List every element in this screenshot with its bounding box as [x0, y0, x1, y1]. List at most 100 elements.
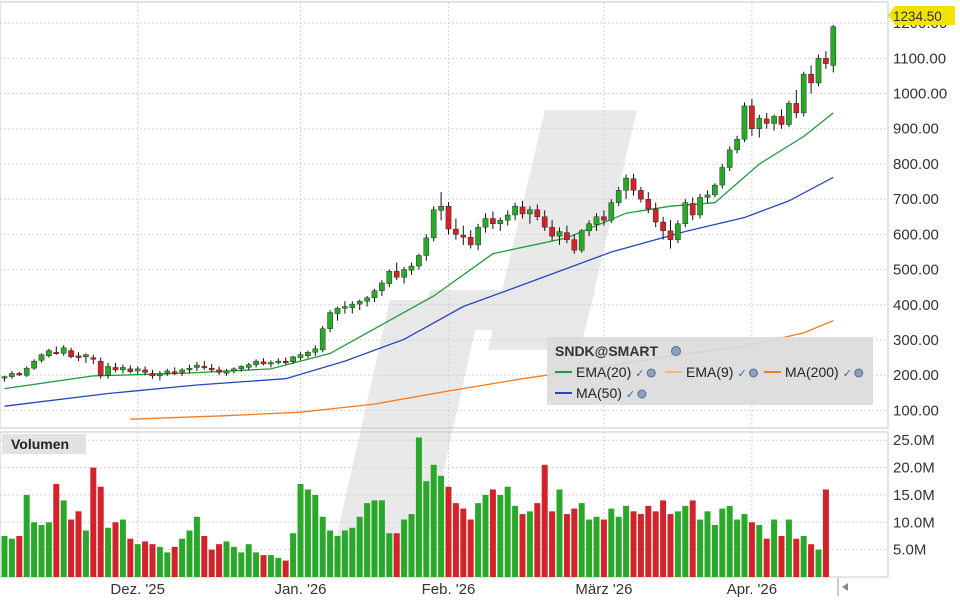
time-tick-label: März '26 — [575, 581, 632, 598]
candle — [97, 357, 104, 379]
candle — [194, 361, 200, 371]
candle — [815, 54, 822, 87]
volume-bar — [445, 486, 452, 577]
candle — [497, 217, 504, 231]
volume-bar — [623, 505, 630, 577]
scroll-right-icon[interactable] — [837, 578, 848, 596]
volume-bar — [800, 535, 807, 577]
legend-check-icon[interactable]: ✓ — [626, 389, 635, 401]
candle — [23, 366, 30, 377]
volume-bar — [785, 519, 792, 577]
legend-item[interactable]: MA(200) ✓ — [764, 364, 864, 380]
volume-bar — [682, 505, 689, 577]
legend-symbol: SNDK@SMART — [555, 343, 659, 359]
candle — [549, 220, 555, 241]
candle — [393, 262, 400, 281]
candle — [667, 220, 674, 249]
candle — [208, 363, 215, 373]
legend-settings-icon[interactable] — [854, 368, 864, 378]
volume-bar — [364, 503, 371, 577]
candle — [105, 362, 111, 379]
legend-item[interactable]: MA(50) ✓ — [555, 385, 647, 401]
volume-bar — [245, 544, 252, 577]
volume-tick-label: 5.0M — [893, 542, 926, 559]
volume-bar — [556, 489, 563, 577]
legend-panel: SNDK@SMART EMA(20) ✓ EMA(9) ✓ MA(200) ✓MA(50)… — [547, 337, 873, 405]
price-tick-label: 800.00 — [893, 156, 939, 173]
candle — [282, 357, 289, 365]
symbol-settings-icon[interactable] — [671, 346, 681, 356]
legend-settings-icon[interactable] — [748, 368, 758, 378]
volume-bar — [371, 500, 378, 577]
time-tick-label: Jan. '26 — [274, 581, 326, 598]
candle — [763, 112, 770, 129]
volume-tick-label: 20.0M — [893, 460, 935, 477]
volume-bar — [238, 552, 245, 577]
candle — [615, 186, 622, 207]
volume-bar — [793, 538, 800, 577]
volume-bar — [741, 514, 748, 577]
candle — [164, 368, 171, 376]
volume-bar — [134, 544, 141, 577]
volume-bar — [719, 508, 726, 577]
volume-bar — [667, 514, 674, 577]
volume-bar — [571, 508, 578, 577]
candle — [46, 348, 52, 358]
volume-bar — [519, 514, 526, 577]
candle — [519, 200, 526, 219]
candle — [741, 102, 748, 143]
candle — [778, 109, 785, 129]
candle — [179, 368, 185, 376]
legend-check-icon[interactable]: ✓ — [635, 368, 644, 380]
volume-bar — [75, 511, 82, 577]
candle — [652, 202, 659, 228]
candle — [223, 368, 230, 376]
price-tick-label: 300.00 — [893, 332, 939, 349]
volume-bar — [97, 486, 104, 577]
candle — [142, 366, 148, 376]
volume-bar — [119, 519, 126, 577]
volume-bar — [615, 516, 622, 577]
volume-bar — [60, 500, 67, 577]
volume-bar — [378, 500, 385, 577]
candle — [260, 358, 267, 366]
candle — [171, 367, 178, 376]
legend-item[interactable]: EMA(9) ✓ — [665, 364, 758, 380]
legend-settings-icon[interactable] — [646, 368, 656, 378]
volume-bar — [149, 544, 156, 577]
volume-title-box: Volumen — [2, 434, 86, 454]
price-tick-label: 700.00 — [893, 191, 939, 208]
candle — [334, 306, 341, 321]
volume-bar — [512, 505, 519, 577]
price-tick-label: 400.00 — [893, 297, 939, 314]
legend-check-icon[interactable]: ✓ — [843, 368, 852, 380]
candle — [216, 366, 222, 376]
candle — [438, 192, 444, 221]
candle — [408, 262, 415, 275]
volume-title: Volumen — [11, 436, 69, 452]
price-tick-label: 900.00 — [893, 121, 939, 138]
legend-label: MA(200) — [785, 364, 839, 380]
candle — [445, 201, 452, 235]
candle — [127, 365, 134, 374]
candle — [290, 355, 296, 364]
volume-bar — [349, 527, 356, 577]
volume-bar — [438, 475, 445, 577]
candle — [149, 369, 156, 379]
candle — [60, 345, 67, 356]
candle — [53, 346, 60, 355]
volume-bar — [230, 546, 237, 577]
volume-bar — [771, 519, 778, 577]
legend-settings-icon[interactable] — [637, 389, 647, 399]
price-tick-label: 1000.00 — [893, 86, 947, 103]
candle — [1, 375, 8, 382]
legend-item[interactable]: EMA(20) ✓ — [555, 364, 656, 380]
volume-bar — [778, 535, 785, 577]
legend-check-icon[interactable]: ✓ — [737, 368, 746, 380]
volume-bar — [430, 464, 437, 577]
volume-bar — [341, 530, 348, 577]
candle — [512, 202, 518, 221]
candle — [675, 220, 681, 244]
volume-bar — [1, 535, 8, 577]
volume-bar — [82, 530, 89, 577]
